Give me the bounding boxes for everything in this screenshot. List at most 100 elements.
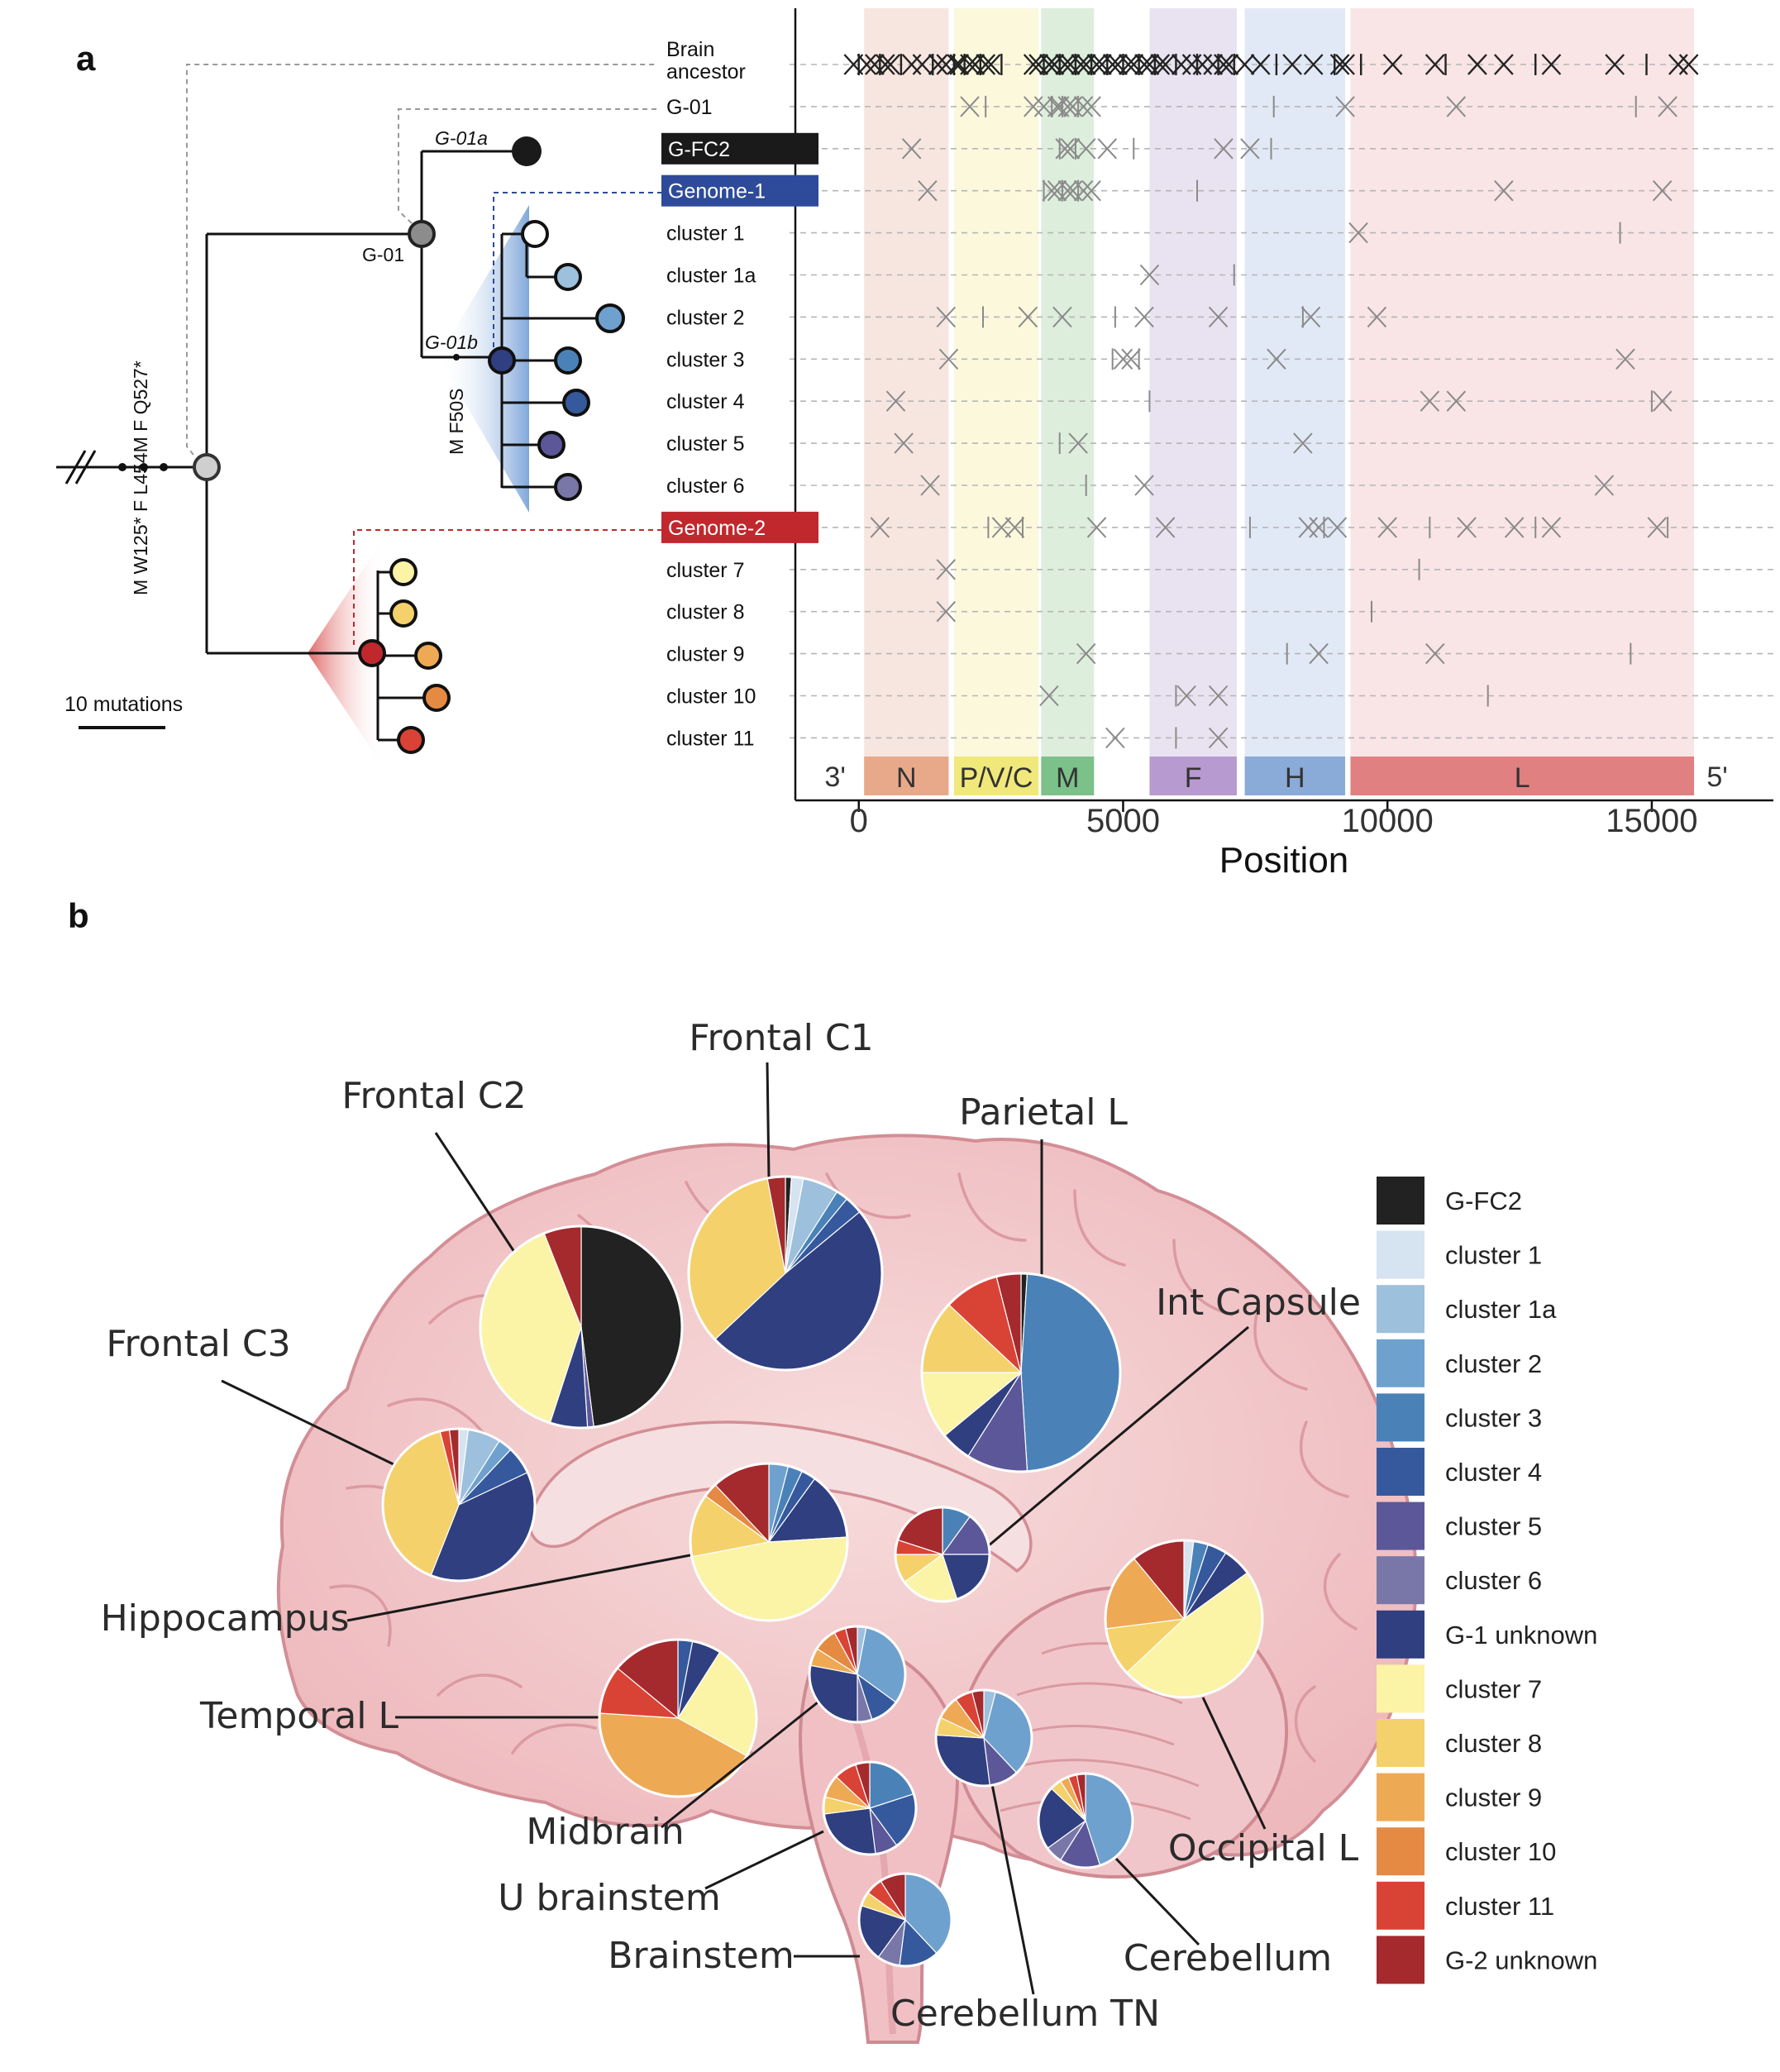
mutation-position-plot: N P/V/C M F H L 3' 5' 0 5000 10000 15000 Position — [790, 8, 1773, 881]
mutation-mark — [1097, 138, 1118, 160]
gyri-lines — [329, 1172, 1358, 1804]
root-mutation-dot-2 — [140, 463, 148, 471]
mutation-mark-stroke — [870, 517, 890, 538]
mutation-mark — [1382, 54, 1403, 75]
mutation-mark-stroke — [880, 54, 900, 75]
mutation-mark-stroke — [981, 54, 1001, 75]
mutation-mark — [918, 180, 938, 202]
region-label-10: Cerebellum TN — [890, 1993, 1160, 2035]
mutation-mark — [1057, 180, 1078, 202]
mutation-mark-stroke — [1139, 264, 1160, 286]
mutation-mark-stroke — [1076, 138, 1096, 160]
mutation-mark — [1155, 54, 1176, 75]
mutation-mark — [1457, 517, 1477, 538]
root-mutation-dot-3 — [160, 463, 168, 471]
legend-swatch-0 — [1377, 1177, 1424, 1225]
mutation-mark-stroke — [1377, 517, 1397, 538]
mutation-mark — [1367, 306, 1387, 328]
mutation-mark — [1240, 138, 1260, 160]
mutation-mark-stroke — [1155, 517, 1176, 538]
mutation-mark-stroke — [1605, 54, 1625, 75]
mutation-mark-stroke — [1055, 54, 1076, 75]
row-labels: Brain ancestor G-01 G-FC2 Genome-1 cluster 1 c… — [661, 38, 818, 750]
mutation-mark — [1076, 642, 1096, 665]
mutation-mark — [1155, 517, 1176, 538]
end-label-5prime: 5' — [1706, 761, 1727, 793]
row-label-0: Brain ancestor — [666, 38, 746, 84]
mutation-mark-stroke — [1504, 517, 1525, 538]
mutation-mark — [1327, 517, 1348, 538]
mutation-mark — [1335, 54, 1355, 75]
mutation-mark-stroke — [1073, 180, 1094, 202]
gene-box-1 — [953, 757, 1039, 795]
mutation-mark — [1105, 727, 1125, 749]
legend-label-13: cluster 11 — [1445, 1892, 1554, 1921]
mutation-mark-stroke — [1052, 306, 1072, 328]
cluster-legend: G-FC2 cluster 1 cluster 1a cluster 2 cluster… — [1377, 1177, 1597, 1984]
row-label-15: cluster 10 — [666, 685, 756, 709]
pie-rim-1 — [687, 1175, 884, 1372]
mutation-mark — [976, 54, 996, 75]
legend-swatch-3 — [1377, 1339, 1424, 1387]
gene-shade-5 — [1350, 8, 1695, 757]
pie-rim-9 — [857, 1872, 953, 1968]
legend-swatch-9 — [1377, 1664, 1424, 1713]
leader-line-11 — [1114, 1857, 1200, 1946]
node-root — [193, 453, 221, 481]
leader-line-8 — [704, 1830, 824, 1890]
gene-map: N P/V/C M F H L 3' 5' — [824, 757, 1728, 795]
brain-region-pies: Frontal C2 Frontal C1 Parietal L Frontal C3… — [101, 1017, 1361, 2035]
mutation-mark-stroke — [1208, 685, 1229, 707]
x-tick-label-3: 15000 — [1606, 803, 1697, 839]
mutation-mark-stroke — [1493, 54, 1514, 75]
mutation-mark — [1139, 264, 1160, 286]
mutation-mark-stroke — [901, 54, 922, 75]
mutation-marks — [843, 54, 1699, 749]
node-cluster-1 — [521, 220, 549, 248]
node-genome-2 — [358, 639, 386, 667]
node-label-g01: G-01 — [362, 244, 404, 265]
mutation-mark-stroke — [1176, 685, 1196, 707]
mutation-mark-stroke — [1134, 306, 1154, 328]
leader-line-1 — [766, 1062, 771, 1179]
mutation-mark-stroke — [1309, 642, 1329, 665]
mutation-mark-stroke — [1039, 54, 1059, 75]
mutation-mark — [1057, 96, 1078, 117]
trunk-break-mark-2 — [74, 450, 97, 485]
g01b-mutation-dot — [453, 354, 460, 360]
pie-rim-10 — [934, 1688, 1033, 1788]
mutation-mark-stroke — [1446, 96, 1467, 117]
pie-rim-8 — [822, 1760, 918, 1856]
legend-label-14: G-2 unknown — [1445, 1945, 1597, 1974]
mutation-mark — [1073, 180, 1094, 202]
mutation-mark-stroke — [1105, 727, 1125, 749]
mutation-mark — [960, 54, 980, 75]
mutation-mark — [1176, 685, 1196, 707]
row-label-3: Genome-1 — [668, 180, 766, 203]
legend-swatch-1 — [1377, 1230, 1424, 1279]
legend-swatch-5 — [1377, 1448, 1424, 1496]
mutation-mark-stroke — [1071, 54, 1091, 75]
mutation-mark — [1293, 432, 1313, 454]
mutation-mark-stroke — [1457, 517, 1477, 538]
pie-1 — [687, 1175, 884, 1372]
mutation-mark — [928, 54, 948, 75]
row-label-4: cluster 1 — [666, 222, 744, 246]
legend-label-3: cluster 2 — [1445, 1349, 1542, 1378]
pie-6 — [598, 1638, 758, 1798]
node-label-g01a: G-01a — [435, 127, 488, 149]
mutation-mark-stroke — [1192, 54, 1213, 75]
mutation-mark-stroke — [1367, 306, 1387, 328]
mutation-mark — [1493, 54, 1514, 75]
pie-rim-4 — [689, 1462, 849, 1622]
legend-swatch-7 — [1377, 1556, 1424, 1605]
leader-line-7 — [661, 1697, 823, 1829]
mutation-mark-stroke — [1327, 517, 1348, 538]
legend-label-12: cluster 10 — [1445, 1837, 1556, 1866]
mutation-mark — [938, 348, 959, 370]
mutation-mark — [1329, 54, 1350, 75]
gene-shading — [864, 8, 1695, 757]
node-label-g01b: G-01b — [425, 332, 478, 353]
mutation-mark-stroke — [1678, 54, 1699, 75]
mutation-mark-stroke — [1057, 180, 1078, 202]
